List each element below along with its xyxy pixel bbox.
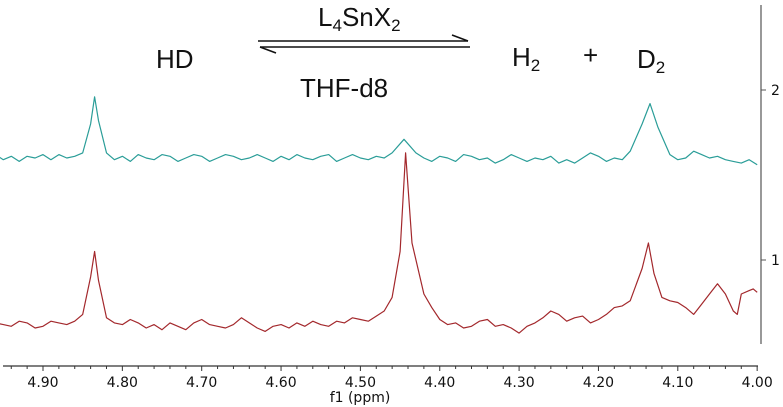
- reactant-label: HD: [156, 44, 194, 74]
- x-tick-label: 4.40: [424, 375, 455, 391]
- x-tick-label: 4.00: [742, 375, 773, 391]
- y-tick-label: 2: [771, 83, 780, 99]
- catalyst-part: SnX: [341, 2, 392, 32]
- spectrum-trace-1: [0, 96, 758, 166]
- solvent-label: THF-d8: [300, 73, 389, 103]
- catalyst-label: L4SnX2: [318, 2, 401, 36]
- catalyst-part: L: [318, 2, 333, 32]
- x-tick-label: 4.50: [345, 375, 376, 391]
- x-tick-label: 4.60: [265, 375, 296, 391]
- product-d2-symbol: D: [637, 44, 656, 74]
- product-h2-subscript: 2: [530, 56, 541, 75]
- x-axis-label: f1 (ppm): [330, 390, 391, 406]
- x-tick-label: 4.10: [662, 375, 693, 391]
- x-tick-label: 4.70: [186, 375, 217, 391]
- x-tick-label: 4.20: [583, 375, 614, 391]
- y-tick-label: 1: [771, 253, 780, 269]
- equilibrium-arrows-icon: [258, 34, 470, 54]
- product-d2-label: D2: [637, 44, 665, 78]
- spectrum-trace-2: [0, 152, 758, 334]
- catalyst-subscript: 2: [391, 16, 401, 35]
- x-tick-label: 4.30: [504, 375, 535, 391]
- plus-sign: +: [583, 40, 599, 70]
- product-d2-subscript: 2: [655, 58, 666, 77]
- product-h2-symbol: H: [512, 42, 531, 72]
- x-tick-label: 4.80: [107, 375, 138, 391]
- product-h2-label: H2: [512, 42, 540, 76]
- x-tick-label: 4.90: [27, 375, 58, 391]
- catalyst-subscript: 4: [332, 16, 342, 35]
